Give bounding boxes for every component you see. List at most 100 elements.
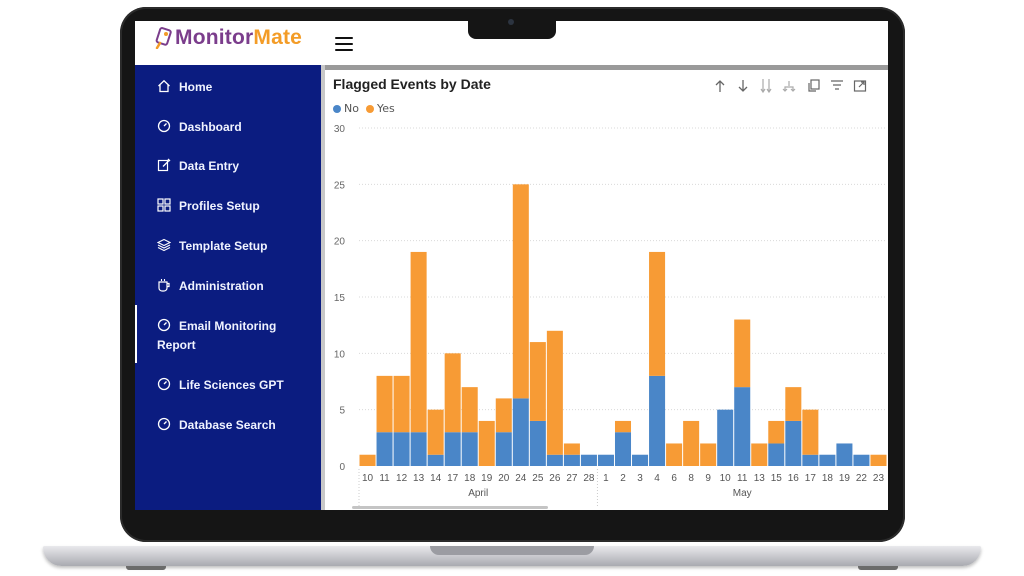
bar-yes[interactable] <box>563 443 580 455</box>
bar-no[interactable] <box>444 432 461 466</box>
bar-yes[interactable] <box>393 375 410 433</box>
bar-yes[interactable] <box>427 409 444 455</box>
bar-yes[interactable] <box>376 375 393 433</box>
legend-item-no[interactable]: No <box>333 102 359 115</box>
sort-down-icon[interactable] <box>736 78 750 94</box>
logo-icon <box>155 27 172 49</box>
bar-no[interactable] <box>597 454 614 466</box>
bar-no[interactable] <box>632 454 649 466</box>
bar-yes[interactable] <box>683 420 700 466</box>
bar-no[interactable] <box>580 454 597 466</box>
bar-yes[interactable] <box>512 184 529 399</box>
layers-icon <box>157 238 171 252</box>
bar-no[interactable] <box>836 443 853 466</box>
sidebar-item-label: Email Monitoring Report <box>157 319 277 352</box>
bar-yes[interactable] <box>870 454 887 466</box>
focus-mode-icon[interactable] <box>853 78 867 94</box>
x-group-label: May <box>733 488 752 499</box>
bar-no[interactable] <box>768 443 785 466</box>
bar-yes[interactable] <box>751 443 768 466</box>
x-tick-label: 23 <box>873 473 885 484</box>
sidebar-item-database-search[interactable]: Database Search <box>135 417 321 439</box>
bar-no[interactable] <box>529 420 546 466</box>
bar-yes[interactable] <box>461 387 478 433</box>
app-logo[interactable]: MonitorMate <box>175 26 302 50</box>
x-tick-label: 18 <box>822 473 834 484</box>
bar-no[interactable] <box>734 387 751 466</box>
sidebar-item-administration[interactable]: Administration <box>135 278 321 300</box>
sidebar-item-life-sciences-gpt[interactable]: Life Sciences GPT <box>135 377 321 399</box>
bar-yes[interactable] <box>785 387 802 421</box>
bar-yes[interactable] <box>359 454 376 466</box>
x-tick-label: 6 <box>671 473 677 484</box>
y-tick-label: 0 <box>339 462 345 473</box>
bar-yes[interactable] <box>734 319 751 388</box>
drill-icon[interactable] <box>782 78 796 94</box>
bar-no[interactable] <box>427 454 444 466</box>
sidebar-item-label: Administration <box>179 279 264 293</box>
bar-yes[interactable] <box>802 409 819 455</box>
y-tick-label: 10 <box>334 349 346 360</box>
sidebar-item-dashboard[interactable]: Dashboard <box>135 119 321 141</box>
sidebar-item-template-setup[interactable]: Template Setup <box>135 238 321 260</box>
x-tick-label: 11 <box>737 473 748 484</box>
legend-swatch <box>365 105 374 113</box>
hamburger-line <box>335 43 353 45</box>
bar-no[interactable] <box>512 398 529 466</box>
bar-no[interactable] <box>819 454 836 466</box>
bar-no[interactable] <box>461 432 478 466</box>
gauge-icon <box>157 119 171 133</box>
bar-yes[interactable] <box>700 443 717 466</box>
bar-no[interactable] <box>410 432 427 466</box>
sort-up-icon[interactable] <box>713 78 727 94</box>
sidebar-item-email-monitoring-report[interactable]: Email Monitoring Report <box>135 317 321 357</box>
chart-title: Flagged Events by Date <box>333 76 491 92</box>
bar-yes[interactable] <box>478 420 495 466</box>
bar-yes[interactable] <box>495 398 512 433</box>
bar-no[interactable] <box>717 409 734 466</box>
bar-no[interactable] <box>853 454 870 466</box>
bar-yes[interactable] <box>614 420 632 433</box>
y-tick-label: 20 <box>334 237 346 248</box>
bar-no[interactable] <box>563 454 580 466</box>
x-group-label: April <box>468 488 488 499</box>
x-tick-label: 12 <box>396 473 408 484</box>
sidebar: Home Dashboard Data Entry Profiles Setup… <box>135 65 321 510</box>
horizontal-scrollbar[interactable] <box>352 506 548 509</box>
bar-yes[interactable] <box>768 420 785 444</box>
y-tick-label: 15 <box>334 293 346 304</box>
bar-yes[interactable] <box>410 251 427 433</box>
x-tick-label: 17 <box>447 473 459 484</box>
bar-no[interactable] <box>802 454 819 466</box>
x-tick-label: 26 <box>549 473 561 484</box>
bar-no[interactable] <box>546 454 563 466</box>
sidebar-item-profiles-setup[interactable]: Profiles Setup <box>135 198 321 220</box>
bar-yes[interactable] <box>546 330 563 455</box>
x-tick-label: 14 <box>430 473 442 484</box>
laptop-foot <box>126 566 166 570</box>
menu-toggle-button[interactable] <box>335 37 353 51</box>
bar-no[interactable] <box>614 432 632 466</box>
bar-no[interactable] <box>785 420 802 466</box>
y-tick-label: 25 <box>334 180 346 191</box>
camera-notch <box>468 21 556 39</box>
copy-icon[interactable] <box>807 78 821 94</box>
sidebar-item-label: Database Search <box>179 418 276 432</box>
legend-item-yes[interactable]: Yes <box>365 102 395 115</box>
x-tick-label: 28 <box>583 473 595 484</box>
y-tick-label: 5 <box>339 406 345 417</box>
bar-no[interactable] <box>376 432 393 466</box>
sidebar-item-data-entry[interactable]: Data Entry <box>135 158 321 180</box>
sidebar-item-home[interactable]: Home <box>135 79 321 101</box>
x-tick-label: 17 <box>805 473 817 484</box>
filter-icon[interactable] <box>830 78 844 94</box>
bar-yes[interactable] <box>649 251 666 376</box>
bar-no[interactable] <box>649 375 666 466</box>
bar-no[interactable] <box>495 432 512 466</box>
expand-hierarchy-icon[interactable] <box>759 78 773 94</box>
bar-yes[interactable] <box>666 443 683 466</box>
bar-yes[interactable] <box>444 353 461 433</box>
bar-no[interactable] <box>393 432 410 466</box>
bar-yes[interactable] <box>529 342 546 421</box>
x-tick-label: 8 <box>688 473 694 484</box>
